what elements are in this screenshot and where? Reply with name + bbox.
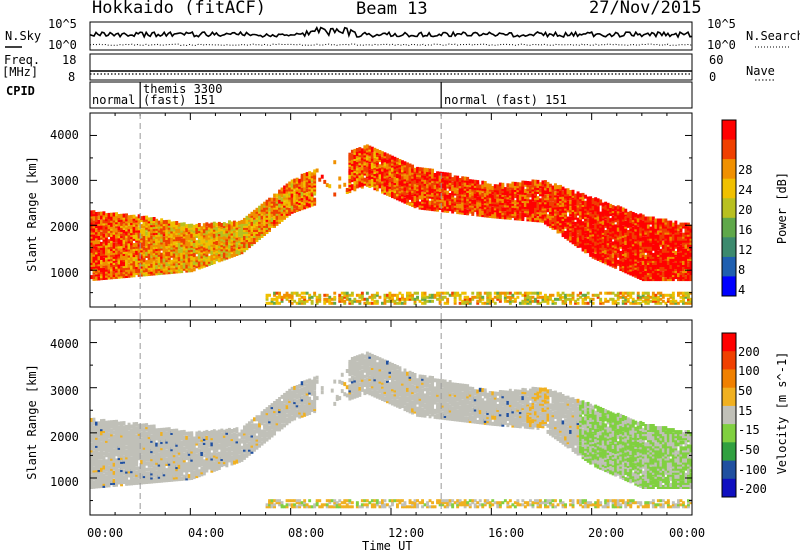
power-colorbar-swatch	[722, 217, 736, 238]
freq-panel-frame	[89, 53, 693, 81]
power-heatmap	[90, 144, 693, 305]
power-colorbar-swatch	[722, 276, 736, 297]
station-title: Hokkaido (fitACF)	[92, 0, 266, 18]
xtick-1200: 12:00	[388, 526, 425, 540]
power-colorbar-frame	[721, 119, 737, 297]
power-colorbar-swatch	[722, 120, 736, 141]
noise-panel-frame	[89, 21, 693, 51]
power-ytick-4000: 4000	[50, 128, 79, 142]
freq-left-tick-bottom: 8	[68, 70, 76, 84]
velocity-colorbar-swatch	[722, 442, 736, 461]
vcb-tick-50: 50	[738, 384, 753, 398]
velocity-colorbar-frame	[721, 332, 737, 498]
xtick-0800: 08:00	[288, 526, 325, 540]
cpid-seg-themis-l2: (fast) 151	[143, 93, 216, 107]
power-ytick-2000: 2000	[50, 220, 79, 234]
vel-y-axis-label: Slant Range [km]	[25, 364, 39, 480]
power-colorbar-swatch	[722, 237, 736, 258]
noise-right-tick-bottom: 10^0	[707, 38, 736, 52]
noise-sky-trace	[89, 26, 693, 39]
pcb-tick-16: 16	[738, 223, 753, 237]
velocity-heatmap	[90, 351, 693, 509]
cpid-seg-themis-l1: themis 3300	[143, 82, 223, 96]
velocity-colorbar-swatch	[722, 478, 736, 498]
vcb-tick-200: 200	[738, 345, 760, 359]
velocity-colorbar-swatch	[722, 333, 736, 352]
power-colorbar-swatch	[722, 256, 736, 277]
cpid-seg-normal: normal	[92, 93, 136, 107]
pcb-tick-20: 20	[738, 203, 753, 217]
pcb-tick-24: 24	[738, 183, 753, 197]
velocity-colorbar-swatch	[722, 369, 736, 389]
velocity-colorbar-swatch	[722, 460, 736, 480]
vel-ytick-1000: 1000	[50, 475, 79, 489]
xtick-2400: 00:00	[669, 526, 706, 540]
power-y-axis-label: Slant Range [km]	[25, 156, 39, 272]
power-colorbar-swatch	[722, 178, 736, 199]
pcb-tick-28: 28	[738, 163, 753, 177]
velocity-colorbar-swatch	[722, 424, 736, 443]
power-colorbar-swatch	[722, 139, 736, 160]
vcb-tick-m200: -200	[738, 482, 767, 496]
date-title: 27/Nov/2015	[589, 0, 702, 18]
velocity-colorbar-label: Velocity [m s^-1]	[775, 351, 789, 475]
vcb-tick-15: 15	[738, 404, 753, 418]
freq-left-tick-top: 18	[62, 53, 77, 67]
vcb-tick-m50: -50	[738, 443, 760, 457]
nsky-label: N.Sky	[5, 29, 42, 43]
power-colorbar-swatch	[722, 159, 736, 180]
vcb-tick-m15: -15	[738, 423, 760, 437]
xtick-1600: 16:00	[488, 526, 525, 540]
power-ytick-1000: 1000	[50, 266, 79, 280]
nave-label: Nave	[746, 64, 775, 78]
nave-tick-bottom: 0	[709, 70, 717, 84]
xtick-2000: 20:00	[588, 526, 625, 540]
noise-left-tick-top: 10^5	[48, 17, 77, 31]
vcb-tick-100: 100	[738, 364, 760, 378]
noise-left-tick-bottom: 10^0	[48, 38, 77, 52]
velocity-colorbar-swatch	[722, 387, 736, 407]
pcb-tick-4: 4	[738, 283, 746, 297]
cpid-seg-normal-fast: normal (fast) 151	[444, 93, 567, 107]
freq-label-line2: [MHz]	[2, 65, 39, 79]
vel-ytick-3000: 3000	[50, 384, 79, 398]
xtick-0000: 00:00	[87, 526, 124, 540]
velocity-colorbar-swatch	[722, 405, 736, 425]
noise-search-trace	[89, 43, 693, 47]
vcb-tick-m100: -100	[738, 463, 767, 477]
beam-title: Beam 13	[356, 0, 428, 19]
velocity-colorbar-swatch	[722, 351, 736, 370]
power-colorbar-label: Power [dB]	[775, 171, 789, 245]
pcb-tick-8: 8	[738, 263, 746, 277]
nave-tick-top: 60	[709, 53, 724, 67]
cpid-panel-frame	[89, 81, 693, 109]
x-axis-label: Time UT	[362, 539, 413, 553]
vel-ytick-4000: 4000	[50, 337, 79, 351]
freq-label-line1: Freq.	[4, 53, 41, 67]
noise-right-tick-top: 10^5	[707, 17, 736, 31]
pcb-tick-12: 12	[738, 243, 753, 257]
vel-ytick-2000: 2000	[50, 430, 79, 444]
cpid-label: CPID	[6, 84, 35, 98]
nsearch-label: N.Search	[746, 29, 800, 43]
xtick-0400: 04:00	[188, 526, 225, 540]
power-ytick-3000: 3000	[50, 174, 79, 188]
power-colorbar-swatch	[722, 198, 736, 219]
